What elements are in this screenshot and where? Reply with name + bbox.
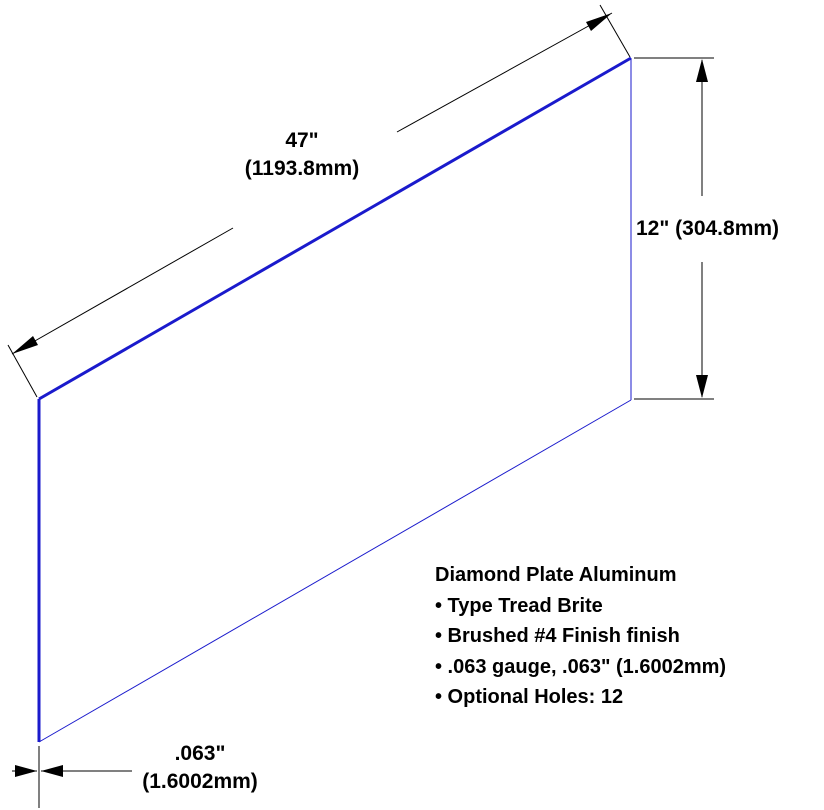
thickness-arrow-left [15,765,37,777]
spec-item-finish: • Brushed #4 Finish finish [435,625,680,647]
length-label-mm: (1193.8mm) [244,157,360,180]
height-arrow-bottom [696,375,708,398]
length-dimension-line-right [396,12,613,133]
plate-bottom-edge [38,399,632,743]
spec-title: Diamond Plate Aluminum [435,564,677,586]
thickness-label: .063" (1.6002mm) [120,740,280,796]
spec-item-holes: • Optional Holes: 12 [435,686,624,708]
spec-item-gauge: • .063 gauge, .063" (1.6002mm) [435,655,727,678]
length-dimension-line-left [11,227,234,355]
length-extension-line-right [599,4,631,58]
height-arrow-top [696,59,708,82]
thickness-dimension [12,746,132,808]
spec-notes: Diamond Plate Aluminum • Type Tread Brit… [435,560,726,713]
length-label: 47" (1193.8mm) [222,127,382,183]
length-extension-line-left [7,344,38,398]
length-dimension [7,4,631,398]
thickness-arrow-right [41,765,63,777]
height-dimension [634,57,714,400]
length-arrow-right [586,13,612,31]
height-label: 12" (304.8mm) [636,217,780,240]
plate-outline [37,56,632,743]
length-label-inches: 47" [285,129,319,152]
spec-item-type: • Type Tread Brite [435,594,603,617]
thickness-label-mm: (1.6002mm) [142,770,258,793]
length-arrow-left [12,336,38,354]
thickness-label-inches: .063" [174,742,226,765]
plate-top-edge [38,56,632,401]
